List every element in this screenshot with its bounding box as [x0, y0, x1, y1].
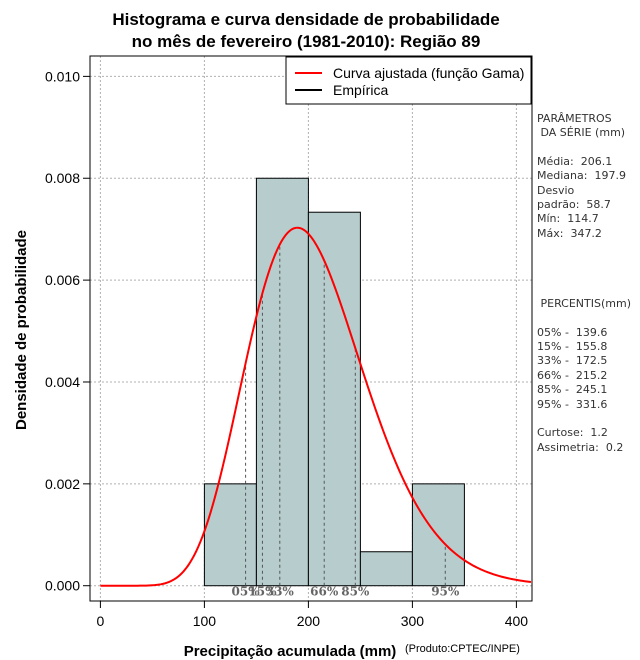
percentile-05: 05% - 139.6 — [537, 325, 608, 339]
y-tick-label-0: 0.000 — [45, 578, 80, 594]
parameters-subtitle: DA SÉRIE (mm) — [537, 126, 626, 140]
x-tick-label-2: 200 — [297, 613, 321, 629]
product-credit: (Produto:CPTEC/INPE) — [405, 643, 520, 655]
percentile-95: 95% - 331.6 — [537, 397, 608, 411]
stat-stddev: padrão: 58.7 — [537, 198, 611, 212]
stat-stddev-label: Desvio — [537, 183, 575, 197]
y-axis-label: Densidade de probabilidade — [13, 230, 30, 430]
histogram-bar-3 — [307, 211, 361, 587]
stat-median: Mediana: 197.9 — [537, 169, 626, 183]
stat-mean: Média: 206.1 — [537, 154, 613, 168]
chart-title-line-1: Histograma e curva densidade de probabil… — [112, 10, 499, 29]
histogram-bar-2 — [255, 177, 309, 587]
x-tick-label-1: 100 — [193, 613, 217, 629]
x-tick-label-0: 0 — [97, 613, 105, 629]
y-tick-label-5: 0.010 — [45, 68, 80, 84]
series-statistics-panel: PARÂMETROS DA SÉRIE (mm) Média: 206.1 Me… — [537, 112, 640, 455]
percentile-15: 15% - 155.8 — [537, 340, 608, 354]
percentile-label-95%: 95% — [431, 585, 460, 599]
percentile-label-66%: 66% — [310, 585, 339, 599]
y-tick-label-1: 0.002 — [45, 476, 80, 492]
y-tick-label-4: 0.008 — [45, 170, 80, 186]
stat-skewness: Assimetria: 0.2 — [537, 440, 624, 454]
legend-label-empirical: Empírica — [333, 82, 388, 98]
percentile-label-15%: 15% — [248, 585, 277, 599]
y-tick-label-2: 0.004 — [45, 374, 80, 390]
percentile-label-05%: 05% — [232, 585, 261, 599]
stat-kurtosis: Curtose: 1.2 — [537, 426, 608, 440]
stat-min: Mín: 114.7 — [537, 212, 599, 226]
percentile-66: 66% - 215.2 — [537, 368, 608, 382]
percentiles-title: PERCENTIS(mm) — [537, 297, 631, 311]
y-tick-label-3: 0.006 — [45, 272, 80, 288]
x-tick-label-4: 400 — [505, 613, 529, 629]
gamma-curve — [100, 226, 532, 587]
histogram-bar-4 — [359, 551, 413, 587]
legend-box — [285, 56, 532, 105]
percentile-33: 33% - 172.5 — [537, 354, 608, 368]
percentile-labels: 05%15%33% 66% 85% 95% — [232, 585, 460, 599]
percentile-label-85%: 85% — [341, 585, 370, 599]
histogram-bar-5 — [411, 483, 465, 587]
chart-title-line-2: no mês de fevereiro (1981-2010): Região … — [132, 32, 481, 51]
histogram-bar-1 — [203, 483, 257, 587]
x-axis-label: Precipitação acumulada (mm) — [184, 643, 397, 660]
legend-label-fit: Curva ajustada (função Gama) — [333, 65, 524, 81]
parameters-title: PARÂMETROS — [537, 112, 612, 125]
percentile-lines — [245, 244, 446, 586]
stat-max: Máx: 347.2 — [537, 226, 602, 240]
x-tick-label-3: 300 — [401, 613, 425, 629]
legend: Curva ajustada (função Gama) Empírica — [285, 56, 532, 105]
percentile-label-33%: 33% — [266, 585, 295, 599]
percentile-85: 85% - 245.1 — [537, 383, 608, 397]
y-axis: 0.000 0.002 0.004 0.006 0.008 0.010 — [45, 68, 90, 594]
x-axis: 0 100 200 300 400 — [97, 600, 529, 629]
